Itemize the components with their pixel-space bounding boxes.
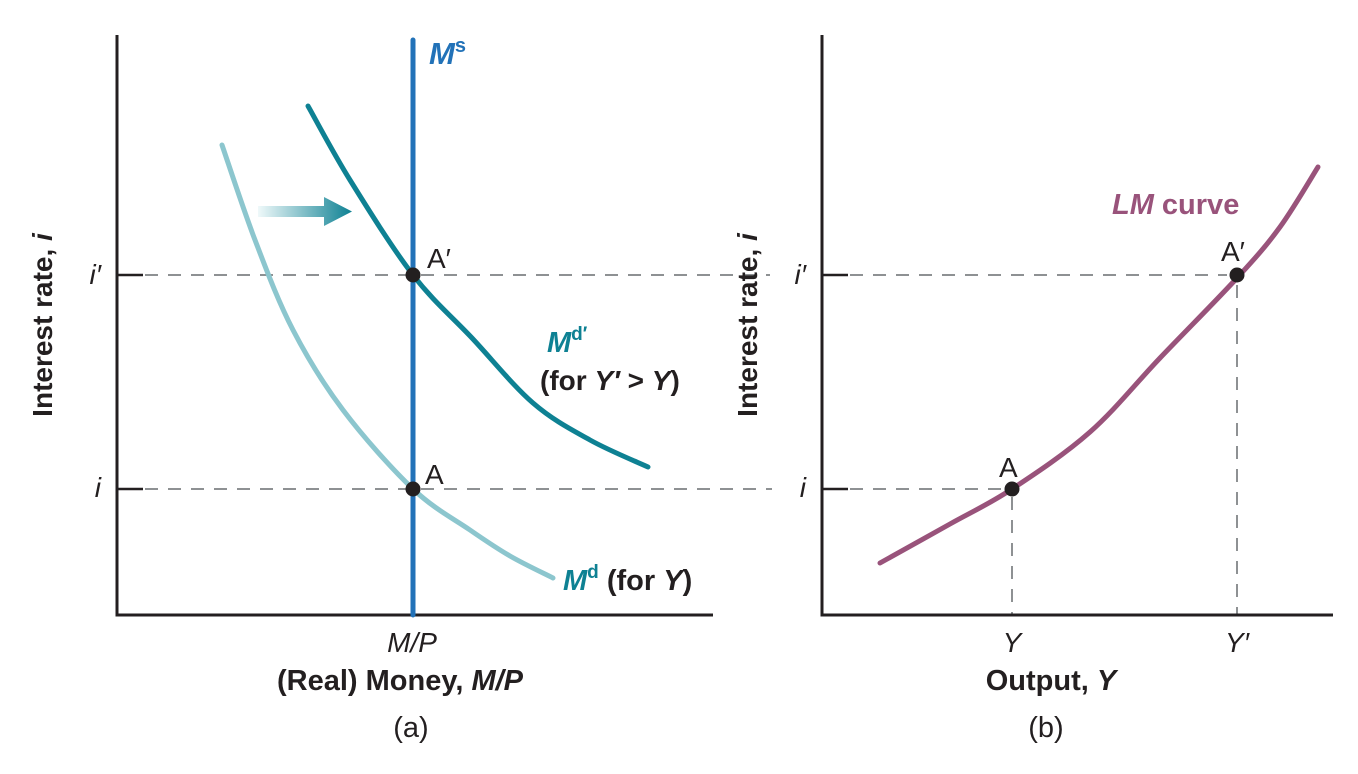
panel-b: Interest rate, i i′ i LM curve A′ A Y Y′ Output,… xyxy=(732,35,1333,697)
panel-a-caption: (a) xyxy=(393,712,429,744)
tick-label-i-prime-b: i′ xyxy=(795,259,808,290)
y-axis-title-a: Interest rate, i xyxy=(27,232,58,417)
x-axis-title-a: (Real) Money, M/P xyxy=(277,665,524,697)
point-a-a xyxy=(405,481,421,497)
money-demand-shifted-note: (for Y′ > Y) xyxy=(540,365,680,396)
point-a-prime-b xyxy=(1229,267,1245,283)
money-supply-label: Ms xyxy=(429,35,466,71)
point-label-a-prime-b: A′ xyxy=(1221,236,1245,267)
rightward-shift-arrow xyxy=(258,197,352,226)
lm-curve-label: LM curve xyxy=(1112,189,1239,221)
axes-a xyxy=(115,35,713,617)
point-label-a-prime-a: A′ xyxy=(427,243,451,274)
point-label-a-b: A xyxy=(999,452,1018,483)
point-a-b xyxy=(1004,481,1020,497)
panel-b-caption: (b) xyxy=(1028,712,1064,744)
money-demand-shifted-curve xyxy=(305,103,651,470)
tick-label-y-prime: Y′ xyxy=(1225,627,1251,658)
lm-curve xyxy=(877,164,1321,566)
money-demand-curve xyxy=(219,142,556,581)
tick-label-mp: M/P xyxy=(387,627,437,658)
x-axis-title-b: Output, Y xyxy=(986,665,1119,697)
money-demand-shifted-label: Md′ xyxy=(547,324,588,359)
y-axis-title-b: Interest rate, i xyxy=(732,232,763,417)
panel-a: Interest rate, i i′ i Ms A′ A Md′ (for Y′ > Y) M… xyxy=(27,35,772,697)
point-label-a-a: A xyxy=(425,459,444,490)
point-a-prime-a xyxy=(405,267,421,283)
tick-label-i-b: i xyxy=(800,472,807,503)
money-demand-label: Md (for Y) xyxy=(563,562,692,597)
tick-label-i-prime-a: i′ xyxy=(90,259,103,290)
tick-label-y: Y xyxy=(1003,627,1024,658)
axes-b xyxy=(820,35,1333,617)
tick-label-i-a: i xyxy=(95,472,102,503)
